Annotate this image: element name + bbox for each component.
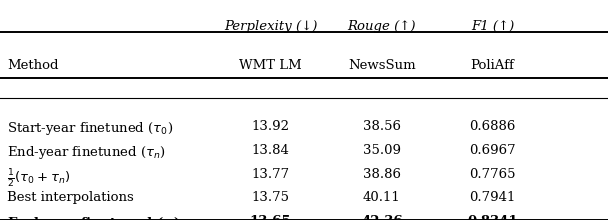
Text: 13.92: 13.92 bbox=[252, 120, 289, 133]
Text: 0.8341: 0.8341 bbox=[467, 214, 518, 220]
Text: 0.6886: 0.6886 bbox=[469, 120, 516, 133]
Text: Perplexity (↓): Perplexity (↓) bbox=[224, 20, 317, 33]
Text: 35.09: 35.09 bbox=[363, 144, 401, 157]
Text: Start-year finetuned ($\tau_0$): Start-year finetuned ($\tau_0$) bbox=[7, 120, 173, 137]
Text: 38.56: 38.56 bbox=[363, 120, 401, 133]
Text: 0.7765: 0.7765 bbox=[469, 168, 516, 181]
Text: 13.77: 13.77 bbox=[252, 168, 289, 181]
Text: 13.84: 13.84 bbox=[252, 144, 289, 157]
Text: End-year finetuned ($\tau_n$): End-year finetuned ($\tau_n$) bbox=[7, 144, 166, 161]
Text: Eval-year finetuned ($\tau_i$): Eval-year finetuned ($\tau_i$) bbox=[7, 214, 181, 220]
Text: 0.7941: 0.7941 bbox=[469, 191, 516, 204]
Text: WMT LM: WMT LM bbox=[239, 59, 302, 72]
Text: F1 (↑): F1 (↑) bbox=[471, 20, 514, 33]
Text: 38.86: 38.86 bbox=[363, 168, 401, 181]
Text: $\frac{1}{2}(\tau_0 + \tau_n)$: $\frac{1}{2}(\tau_0 + \tau_n)$ bbox=[7, 168, 71, 191]
Text: Rouge (↑): Rouge (↑) bbox=[348, 20, 416, 33]
Text: 13.75: 13.75 bbox=[252, 191, 289, 204]
Text: 0.6967: 0.6967 bbox=[469, 144, 516, 157]
Text: 40.11: 40.11 bbox=[363, 191, 401, 204]
Text: 13.65: 13.65 bbox=[250, 214, 291, 220]
Text: Best interpolations: Best interpolations bbox=[7, 191, 134, 204]
Text: 42.36: 42.36 bbox=[361, 214, 402, 220]
Text: PoliAff: PoliAff bbox=[471, 59, 514, 72]
Text: Method: Method bbox=[7, 59, 59, 72]
Text: NewsSum: NewsSum bbox=[348, 59, 416, 72]
